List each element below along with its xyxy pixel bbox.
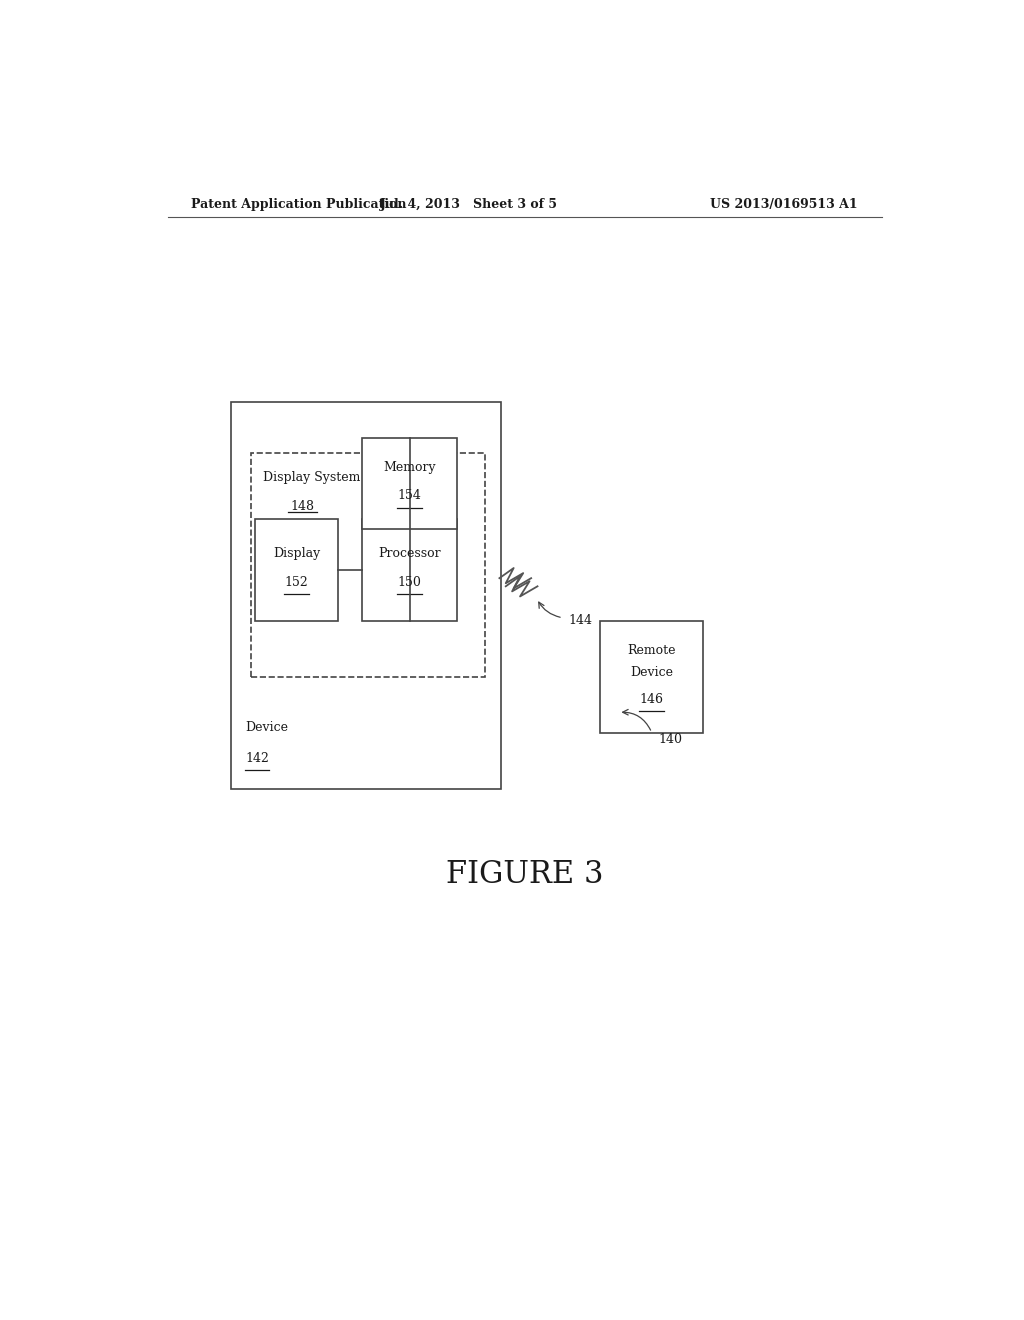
Bar [231, 403, 501, 788]
Text: Display: Display [273, 548, 321, 560]
Text: US 2013/0169513 A1: US 2013/0169513 A1 [711, 198, 858, 211]
Text: Jul. 4, 2013   Sheet 3 of 5: Jul. 4, 2013 Sheet 3 of 5 [380, 198, 558, 211]
Text: Device: Device [246, 721, 289, 734]
Text: Patent Application Publication: Patent Application Publication [191, 198, 407, 211]
Text: 144: 144 [568, 614, 593, 627]
Text: 148: 148 [291, 500, 314, 513]
Text: 152: 152 [285, 576, 308, 589]
Text: 154: 154 [397, 490, 422, 503]
Bar [600, 620, 703, 733]
Bar [362, 519, 458, 620]
Text: 140: 140 [658, 734, 682, 746]
Bar [251, 453, 485, 677]
Bar [362, 438, 458, 529]
Text: Memory: Memory [383, 461, 436, 474]
Text: 146: 146 [640, 693, 664, 706]
Bar [255, 519, 338, 620]
Text: 142: 142 [246, 751, 269, 764]
Text: 150: 150 [397, 576, 422, 589]
Text: Display System: Display System [263, 471, 360, 484]
Text: Device: Device [631, 667, 673, 680]
Text: Processor: Processor [379, 548, 441, 560]
Text: Remote: Remote [628, 644, 676, 657]
Text: FIGURE 3: FIGURE 3 [446, 859, 603, 891]
